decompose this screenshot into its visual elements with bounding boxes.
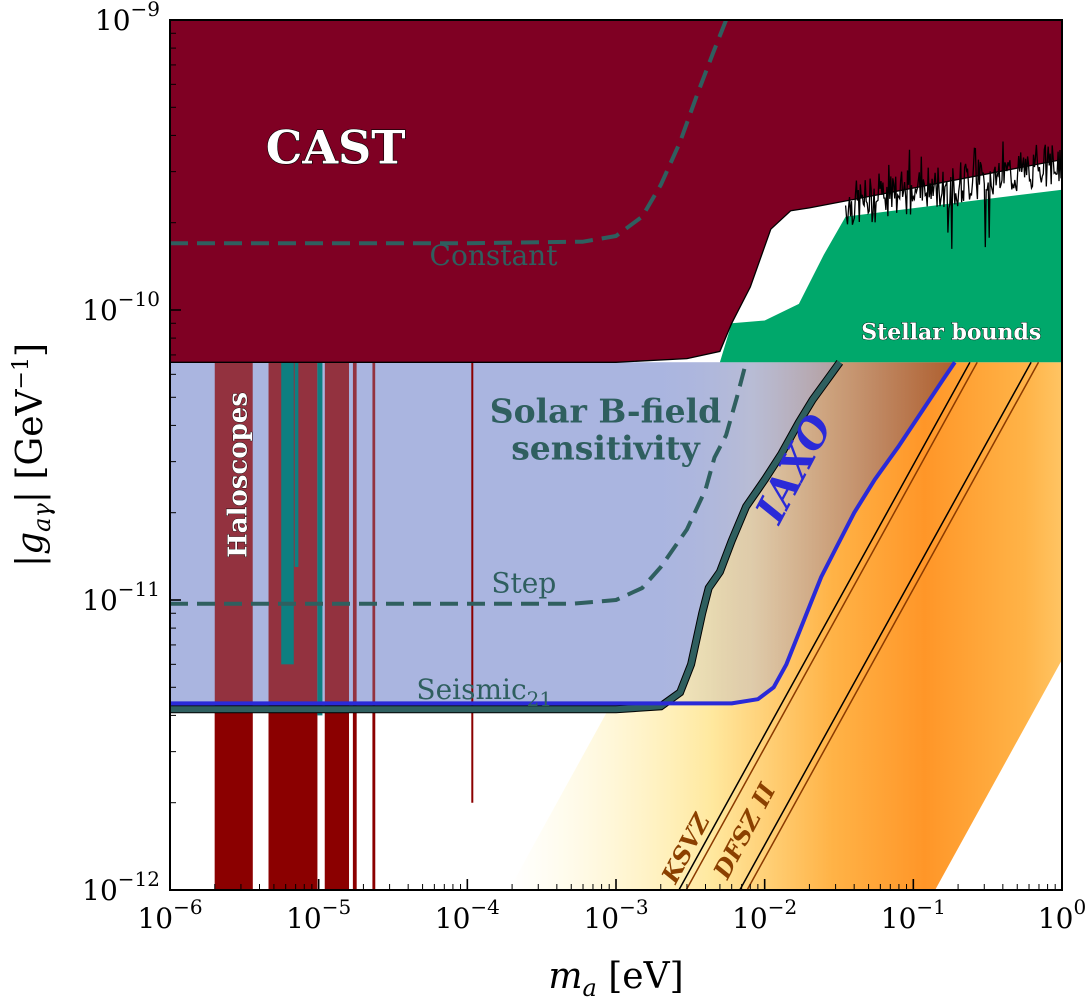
series-lines: [170, 20, 1040, 890]
series-line-ksvz: [678, 361, 971, 890]
tick-labels: 10−6 10−5 10−4 10−3 10−2 10−1 100 10−12 10−11 10−…: [82, 0, 1086, 935]
haloscope-band-lower: [352, 709, 357, 890]
series-line-iaxo: [170, 361, 957, 706]
cast-region: [170, 20, 1062, 363]
x-axis-label: ma [eV]: [548, 956, 683, 1000]
haloscope-band-lower: [372, 709, 376, 890]
stellar-bounds-region: [719, 189, 1062, 363]
sensitivity-label: sensitivity: [511, 429, 700, 468]
series-line-step: [170, 361, 749, 606]
series-line-constant: [170, 20, 728, 246]
cast-label: CAST: [266, 121, 406, 175]
haloscopes-region: [214, 362, 474, 890]
series-line-seismic: [170, 360, 843, 713]
series-line-ksvz-edge: [685, 361, 978, 890]
haloscope-teal-band: [294, 362, 299, 567]
seismic-label: Seismic21: [416, 673, 552, 711]
haloscope-band: [372, 362, 376, 890]
x-tick-label: 100: [1038, 895, 1086, 935]
haloscope-band: [352, 362, 357, 890]
haloscope-band-lower: [214, 709, 253, 890]
x-tick-label: 10−3: [583, 895, 648, 935]
x-tick-label: 10−1: [881, 895, 946, 935]
solar-b-field-label: Solar B-field: [490, 391, 721, 430]
haloscopes-label: Haloscopes: [223, 392, 253, 558]
step-label: Step: [491, 567, 556, 600]
x-tick-label: 10−6: [137, 895, 202, 935]
cast-noisy-edge: [844, 141, 1062, 249]
y-tick-label: 10−12: [82, 867, 160, 907]
series-line-dfsz-ii-edge: [746, 361, 1040, 890]
haloscope-band-lower: [324, 709, 350, 890]
x-tick-label: 10−5: [286, 895, 351, 935]
x-tick-label: 10−2: [732, 895, 797, 935]
constant-label: Constant: [430, 239, 559, 272]
haloscope-teal-band: [317, 362, 323, 716]
stellar-bounds-label: Stellar bounds: [861, 320, 1041, 346]
y-axis-label: |gaγ| [GeV−1]: [9, 343, 56, 567]
y-tick-label: 10−9: [95, 0, 160, 37]
haloscope-teal-band: [281, 362, 294, 665]
y-tick-label: 10−11: [82, 577, 160, 617]
axis-ticks: [169, 32, 1063, 891]
haloscope-band-lower: [268, 709, 318, 890]
series-line-dfsz-ii: [739, 361, 1032, 890]
y-tick-label: 10−10: [82, 287, 160, 327]
x-tick-label: 10−4: [435, 895, 500, 935]
